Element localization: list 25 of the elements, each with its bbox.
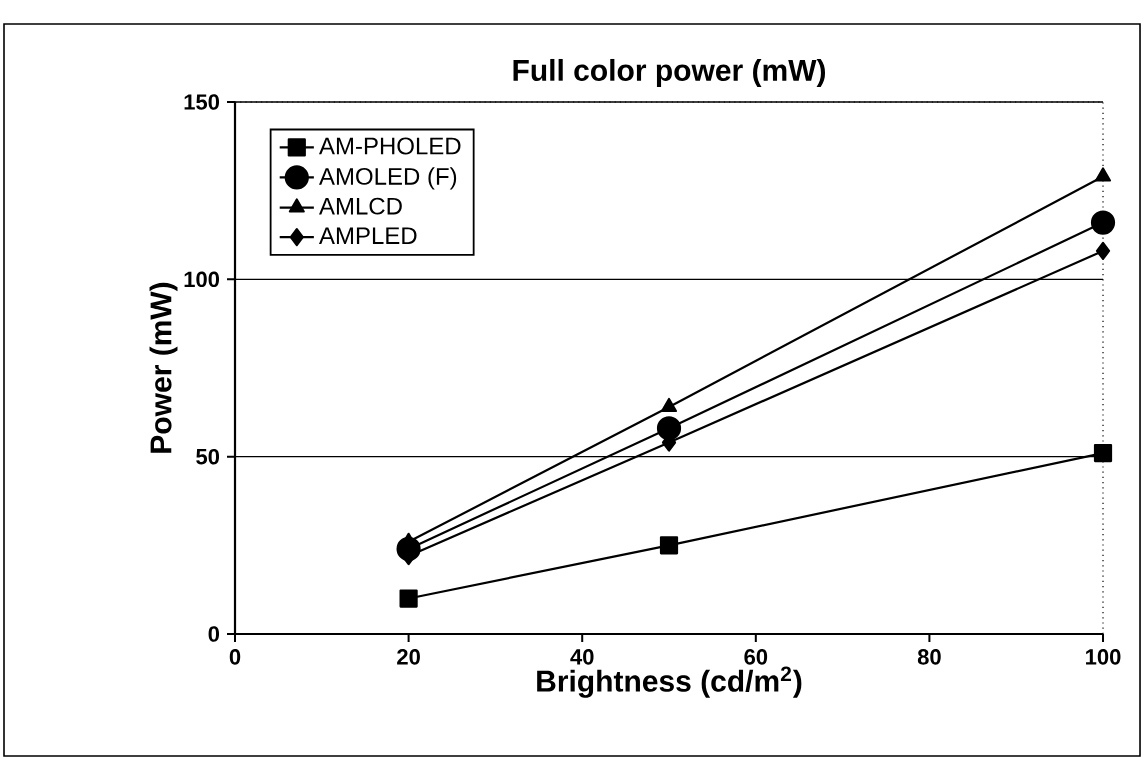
x-tick-label: 40 — [570, 649, 594, 665]
y-tick-label: 150 — [184, 94, 220, 110]
x-tick-label: 60 — [744, 649, 768, 665]
y-tick-label: 100 — [184, 271, 220, 288]
point — [1090, 210, 1116, 235]
x-tick-label: 100 — [1086, 649, 1121, 665]
legend-label: AM-PHOLED — [318, 137, 461, 155]
legend-label: AMLCD — [318, 197, 402, 215]
point — [1094, 167, 1112, 182]
point — [656, 416, 682, 441]
point — [659, 536, 679, 555]
x-tick-label: 0 — [229, 649, 241, 665]
point — [660, 397, 678, 413]
y-tick-label: 0 — [208, 626, 220, 642]
legend-label: AMOLED (F) — [318, 167, 457, 190]
point — [1093, 444, 1113, 463]
legend-label: AMPLED — [318, 227, 417, 244]
x-tick-label: 20 — [397, 649, 420, 665]
point — [399, 589, 418, 608]
y-tick-label: 50 — [196, 448, 220, 465]
chart-title: Full color power (mW) — [513, 58, 826, 87]
x-tick-label: 80 — [917, 649, 941, 665]
point — [1095, 241, 1111, 261]
x-axis-title: Brightness (cd/m$^{2}$) — [537, 666, 802, 698]
y-axis-title: Power (mW) — [149, 282, 178, 453]
